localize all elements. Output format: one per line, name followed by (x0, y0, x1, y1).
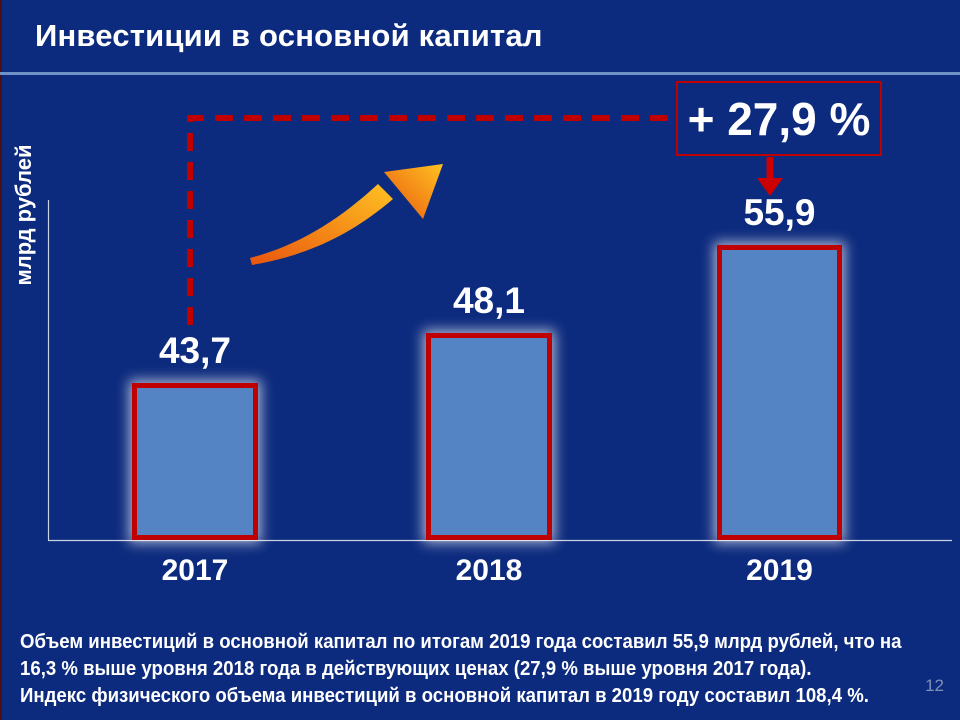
footer-line-3: Индекс физического объема инвестиций в о… (20, 685, 869, 707)
dashed-connector-line (187, 115, 674, 325)
bar-value-2019: 55,9 (743, 192, 816, 233)
x-tick-2019: 2019 (746, 554, 813, 587)
down-arrow-icon (757, 157, 783, 196)
growth-callout-box: + 27,9 % (676, 81, 882, 156)
footer-line-2: 16,3 % выше уровня 2018 года в действующ… (20, 658, 812, 680)
growth-callout-value: + 27,9 % (687, 92, 871, 145)
bar-value-2017: 43,7 (158, 330, 231, 371)
bar-value-2018: 48,1 (452, 280, 525, 321)
title-separator-line (0, 72, 960, 75)
page-number: 12 (925, 676, 944, 695)
footer-line-1: Объем инвестиций в основной капитал по и… (20, 631, 902, 653)
slide-left-edge-accent (0, 0, 2, 720)
x-tick-2017: 2017 (161, 554, 229, 587)
bar-2018 (426, 333, 552, 540)
bar-2019 (717, 245, 842, 540)
x-tick-2018: 2018 (455, 554, 523, 587)
page-title: Инвестиции в основной капитал (35, 18, 543, 53)
growth-arrow-icon (250, 164, 443, 265)
footer-summary-text: Объем инвестиций в основной капитал по и… (20, 629, 955, 710)
bar-2017 (132, 383, 258, 540)
